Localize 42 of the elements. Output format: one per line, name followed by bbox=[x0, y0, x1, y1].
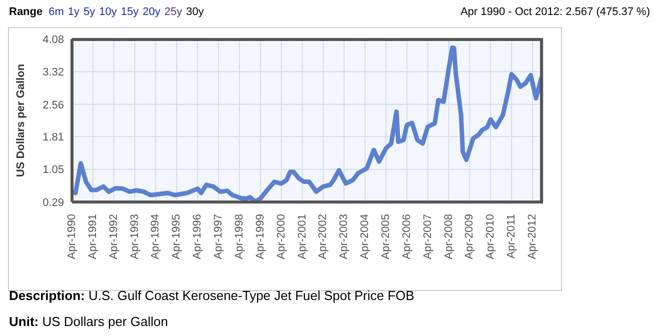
text: 6m bbox=[48, 6, 64, 18]
x-tick-label: Apr-1992 bbox=[108, 214, 120, 260]
x-tick-label: Apr-2011 bbox=[506, 214, 518, 258]
x-tick-label: Apr-1995 bbox=[170, 214, 183, 260]
x-tick-label: Apr-2002 bbox=[317, 214, 330, 260]
x-tick-label: Apr-1994 bbox=[150, 214, 162, 260]
x-tick-label: Apr-2001 bbox=[296, 214, 308, 260]
x-tick-label: Apr-2008 bbox=[442, 214, 455, 260]
y-tick-label: 4.08 bbox=[42, 34, 64, 46]
y-axis-title: US Dollars per Gallon bbox=[14, 64, 27, 178]
text: 10y bbox=[99, 6, 117, 18]
text: 15y bbox=[120, 6, 139, 18]
y-tick-label: 1.05 bbox=[42, 164, 64, 176]
text: 1y bbox=[68, 6, 80, 18]
x-tick-label: Apr-2010 bbox=[484, 214, 497, 260]
y-tick-label: 3.32 bbox=[42, 66, 64, 79]
text: 5y bbox=[84, 6, 96, 18]
x-tick-label: Apr-1991 bbox=[86, 214, 99, 260]
y-tick-label: 1.81 bbox=[42, 132, 64, 144]
text: Description: U.S. Gulf Coast Kerosene-Type Jet Fuel Spot Price FOB bbox=[9, 288, 414, 303]
x-tick-label: Apr-2009 bbox=[464, 214, 476, 260]
y-tick-label: 0.29 bbox=[42, 196, 64, 209]
x-tick-label: Apr-1999 bbox=[254, 214, 266, 260]
x-tick-label: Apr-2007 bbox=[422, 214, 434, 260]
x-tick-label: Apr-1996 bbox=[192, 214, 204, 260]
text: 20y bbox=[142, 6, 160, 18]
x-tick-label: Apr-2004 bbox=[359, 214, 372, 260]
x-tick-label: Apr-2006 bbox=[400, 214, 413, 260]
x-tick-label: Apr-2000 bbox=[275, 214, 288, 260]
x-tick-label: Apr-1993 bbox=[128, 214, 141, 260]
x-tick-label: Apr-2003 bbox=[338, 214, 350, 260]
x-tick-label: Apr-1990 bbox=[66, 214, 78, 260]
text: Unit: US Dollars per Gallon bbox=[9, 314, 168, 329]
x-tick-label: Apr-2005 bbox=[380, 214, 392, 260]
text: Apr 1990 - Oct 2012: 2.567 (475.37 %) bbox=[460, 6, 650, 18]
x-tick-label: Apr-2012 bbox=[526, 214, 539, 260]
text: 30y bbox=[186, 6, 204, 18]
x-tick-label: Apr-1998 bbox=[233, 214, 246, 260]
text: Range bbox=[9, 6, 43, 18]
x-tick-label: Apr-1997 bbox=[212, 214, 225, 260]
y-tick-label: 2.56 bbox=[42, 99, 64, 112]
text: 25y bbox=[164, 6, 182, 18]
